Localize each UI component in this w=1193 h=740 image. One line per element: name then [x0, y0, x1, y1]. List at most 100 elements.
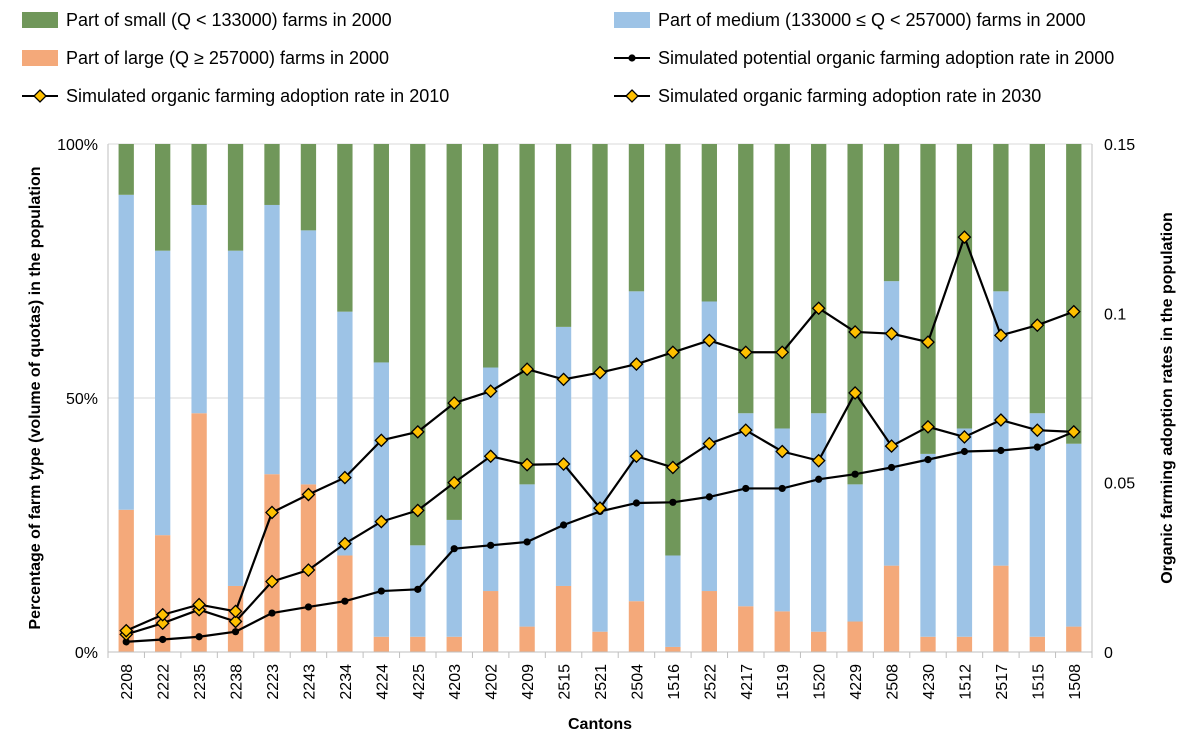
- point-series-0-1512: [960, 447, 969, 456]
- point-series-1-2504: [629, 449, 644, 464]
- point-series-2-2234: [337, 470, 352, 485]
- bar-1519-series-1: [774, 428, 790, 612]
- bar-4203-series-1: [446, 519, 462, 637]
- bar-2522-series-2: [701, 144, 717, 302]
- bar-2504-series-0: [628, 601, 645, 652]
- bar-2223-series-0: [264, 474, 280, 652]
- legend-label: Part of small (Q < 133000) farms in 2000: [66, 10, 392, 30]
- legend-marker: [628, 54, 636, 62]
- bar-2515-series-0: [555, 585, 572, 652]
- point-series-0-4203: [450, 545, 458, 553]
- point-series-1-2222: [155, 616, 170, 631]
- point-series-0-2238: [231, 628, 240, 636]
- y2-tick-label: 0: [1104, 645, 1113, 662]
- bar-4224-series-2: [373, 144, 389, 363]
- bar-4217-series-2: [738, 144, 754, 414]
- bar-4225-series-2: [410, 144, 426, 546]
- point-series-1-4229: [848, 386, 863, 400]
- bar-2504-series-2: [628, 144, 645, 292]
- x-tick-label-2222: 2222: [156, 664, 173, 700]
- bar-4203-series-0: [446, 636, 462, 652]
- bar-2515-series-1: [555, 326, 572, 586]
- bar-2238-series-1: [227, 250, 244, 586]
- bar-4229-series-0: [847, 621, 863, 652]
- point-series-2-1520: [811, 301, 826, 316]
- point-series-1-4209: [520, 457, 535, 472]
- bar-4209-series-1: [519, 484, 535, 627]
- point-series-1-4225: [410, 503, 425, 518]
- bar-2235-series-1: [191, 204, 207, 414]
- y-axis-title: Percentage of farm type (volume of quota…: [27, 166, 44, 629]
- bar-1512-series-0: [956, 636, 973, 652]
- bar-1515-series-0: [1029, 636, 1045, 652]
- x-tick-label-4224: 4224: [374, 664, 391, 700]
- point-series-1-1519: [775, 444, 790, 459]
- bar-1508-series-1: [1066, 443, 1082, 627]
- point-series-0-1515: [1033, 443, 1041, 451]
- bar-4217-series-1: [738, 413, 754, 607]
- point-series-2-4225: [410, 424, 425, 439]
- point-series-0-2243: [304, 603, 313, 611]
- bar-2235-series-0: [191, 413, 207, 652]
- y2-axis-title: Organic farming adoption rates in the po…: [1159, 212, 1176, 584]
- point-series-2-4229: [848, 325, 863, 339]
- point-series-2-4224: [374, 433, 389, 448]
- bar-2208-series-0: [118, 509, 134, 652]
- point-series-2-2208: [119, 623, 134, 638]
- bar-2235-series-2: [191, 144, 207, 205]
- bar-2243-series-1: [300, 230, 317, 485]
- legend-item-0: Part of small (Q < 133000) farms in 2000: [22, 10, 392, 30]
- bar-2234-series-1: [337, 311, 353, 556]
- point-series-0-2208: [122, 638, 130, 646]
- y-tick-label: 50%: [66, 391, 98, 408]
- point-series-1-2515: [556, 457, 571, 471]
- point-series-1-2234: [337, 536, 352, 551]
- point-series-2-4217: [738, 345, 753, 360]
- legend-label: Part of medium (133000 ≤ Q < 257000) far…: [658, 10, 1086, 30]
- bar-4217-series-0: [738, 606, 754, 652]
- bar-2222-series-1: [155, 250, 171, 536]
- bar-2517-series-1: [993, 291, 1009, 566]
- legend-label: Simulated organic farming adoption rate …: [658, 86, 1041, 106]
- bar-2521-series-0: [592, 631, 608, 652]
- point-series-0-2517: [997, 446, 1005, 455]
- bar-1515-series-2: [1029, 144, 1045, 414]
- bar-2238-series-2: [227, 144, 244, 251]
- point-series-0-2515: [559, 521, 568, 529]
- bar-1512-series-1: [956, 428, 973, 637]
- tick-labels: 0% 50% 100% 0 0.05 0.1 0.15 2208 2222 2235 2238 222…: [57, 137, 1135, 700]
- bar-2234-series-2: [337, 144, 353, 312]
- legend-item-2: Part of large (Q ≥ 257000) farms in 2000: [22, 48, 389, 68]
- point-series-2-2517: [993, 328, 1008, 343]
- point-series-1-2508: [884, 439, 899, 454]
- x-tick-label-2238: 2238: [229, 664, 246, 700]
- point-series-1-2238: [228, 614, 243, 629]
- point-series-2-4209: [520, 362, 535, 377]
- legend-swatch: [614, 12, 650, 28]
- bar-4209-series-0: [519, 626, 535, 652]
- point-series-1-1515: [1030, 423, 1045, 438]
- point-series-0-4209: [523, 538, 531, 546]
- point-series-0-2222: [159, 635, 167, 644]
- point-series-2-4203: [447, 396, 462, 410]
- point-series-1-1516: [665, 460, 680, 475]
- legend-item-5: Simulated organic farming adoption rate …: [614, 86, 1041, 106]
- point-series-0-2235: [195, 633, 203, 641]
- bar-4202-series-0: [483, 591, 499, 652]
- bar-2521-series-2: [592, 144, 608, 373]
- point-series-2-2521: [593, 365, 607, 380]
- point-series-2-1508: [1066, 304, 1081, 319]
- point-series-2-4202: [483, 384, 498, 399]
- x-tick-label-2235: 2235: [192, 664, 209, 700]
- bar-2517-series-0: [993, 565, 1009, 652]
- x-tick-label-2508: 2508: [885, 664, 902, 700]
- bar-1508-series-2: [1066, 144, 1082, 444]
- point-series-2-1519: [775, 345, 790, 360]
- legend-item-4: Simulated organic farming adoption rate …: [22, 86, 449, 106]
- x-tick-label-1516: 1516: [666, 664, 683, 700]
- point-series-0-2234: [341, 597, 349, 605]
- point-series-1-4224: [374, 514, 389, 529]
- x-tick-label-4202: 4202: [484, 664, 501, 700]
